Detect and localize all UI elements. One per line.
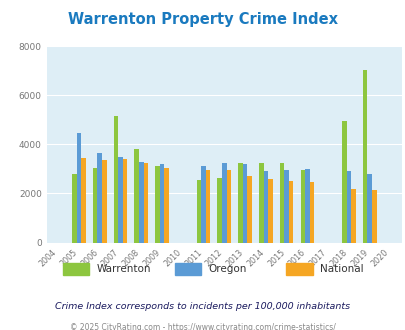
Bar bbox=[139, 162, 143, 243]
Bar bbox=[113, 116, 118, 243]
Bar bbox=[201, 166, 205, 243]
Bar bbox=[305, 169, 309, 243]
Bar bbox=[258, 163, 263, 243]
Text: Crime Index corresponds to incidents per 100,000 inhabitants: Crime Index corresponds to incidents per… bbox=[55, 302, 350, 311]
Bar bbox=[367, 174, 371, 243]
Bar bbox=[143, 163, 148, 243]
Bar bbox=[118, 157, 122, 243]
Bar bbox=[155, 166, 159, 243]
Bar bbox=[226, 170, 230, 243]
Text: National: National bbox=[319, 264, 362, 274]
Bar bbox=[222, 163, 226, 243]
Bar bbox=[102, 160, 106, 243]
Bar bbox=[93, 168, 97, 243]
Bar bbox=[72, 174, 77, 243]
Bar bbox=[267, 179, 272, 243]
Text: Oregon: Oregon bbox=[208, 264, 246, 274]
Text: © 2025 CityRating.com - https://www.cityrating.com/crime-statistics/: © 2025 CityRating.com - https://www.city… bbox=[70, 323, 335, 330]
Bar bbox=[362, 70, 367, 243]
Bar bbox=[205, 170, 210, 243]
Bar bbox=[279, 163, 283, 243]
Bar bbox=[309, 182, 313, 243]
Bar bbox=[134, 149, 139, 243]
Bar bbox=[77, 133, 81, 243]
Bar bbox=[238, 163, 242, 243]
Bar bbox=[247, 176, 252, 243]
Bar bbox=[97, 153, 102, 243]
Bar bbox=[341, 121, 346, 243]
Bar bbox=[284, 170, 288, 243]
Bar bbox=[288, 181, 293, 243]
Bar bbox=[217, 178, 222, 243]
Bar bbox=[371, 190, 376, 243]
Text: Warrenton Property Crime Index: Warrenton Property Crime Index bbox=[68, 12, 337, 26]
Bar bbox=[242, 164, 247, 243]
Bar bbox=[164, 168, 168, 243]
Bar bbox=[196, 180, 201, 243]
Bar bbox=[350, 188, 355, 243]
Bar bbox=[346, 171, 350, 243]
Bar bbox=[263, 171, 267, 243]
Bar bbox=[300, 170, 305, 243]
Bar bbox=[159, 164, 164, 243]
Bar bbox=[81, 158, 85, 243]
Bar bbox=[122, 159, 127, 243]
Text: Warrenton: Warrenton bbox=[96, 264, 151, 274]
